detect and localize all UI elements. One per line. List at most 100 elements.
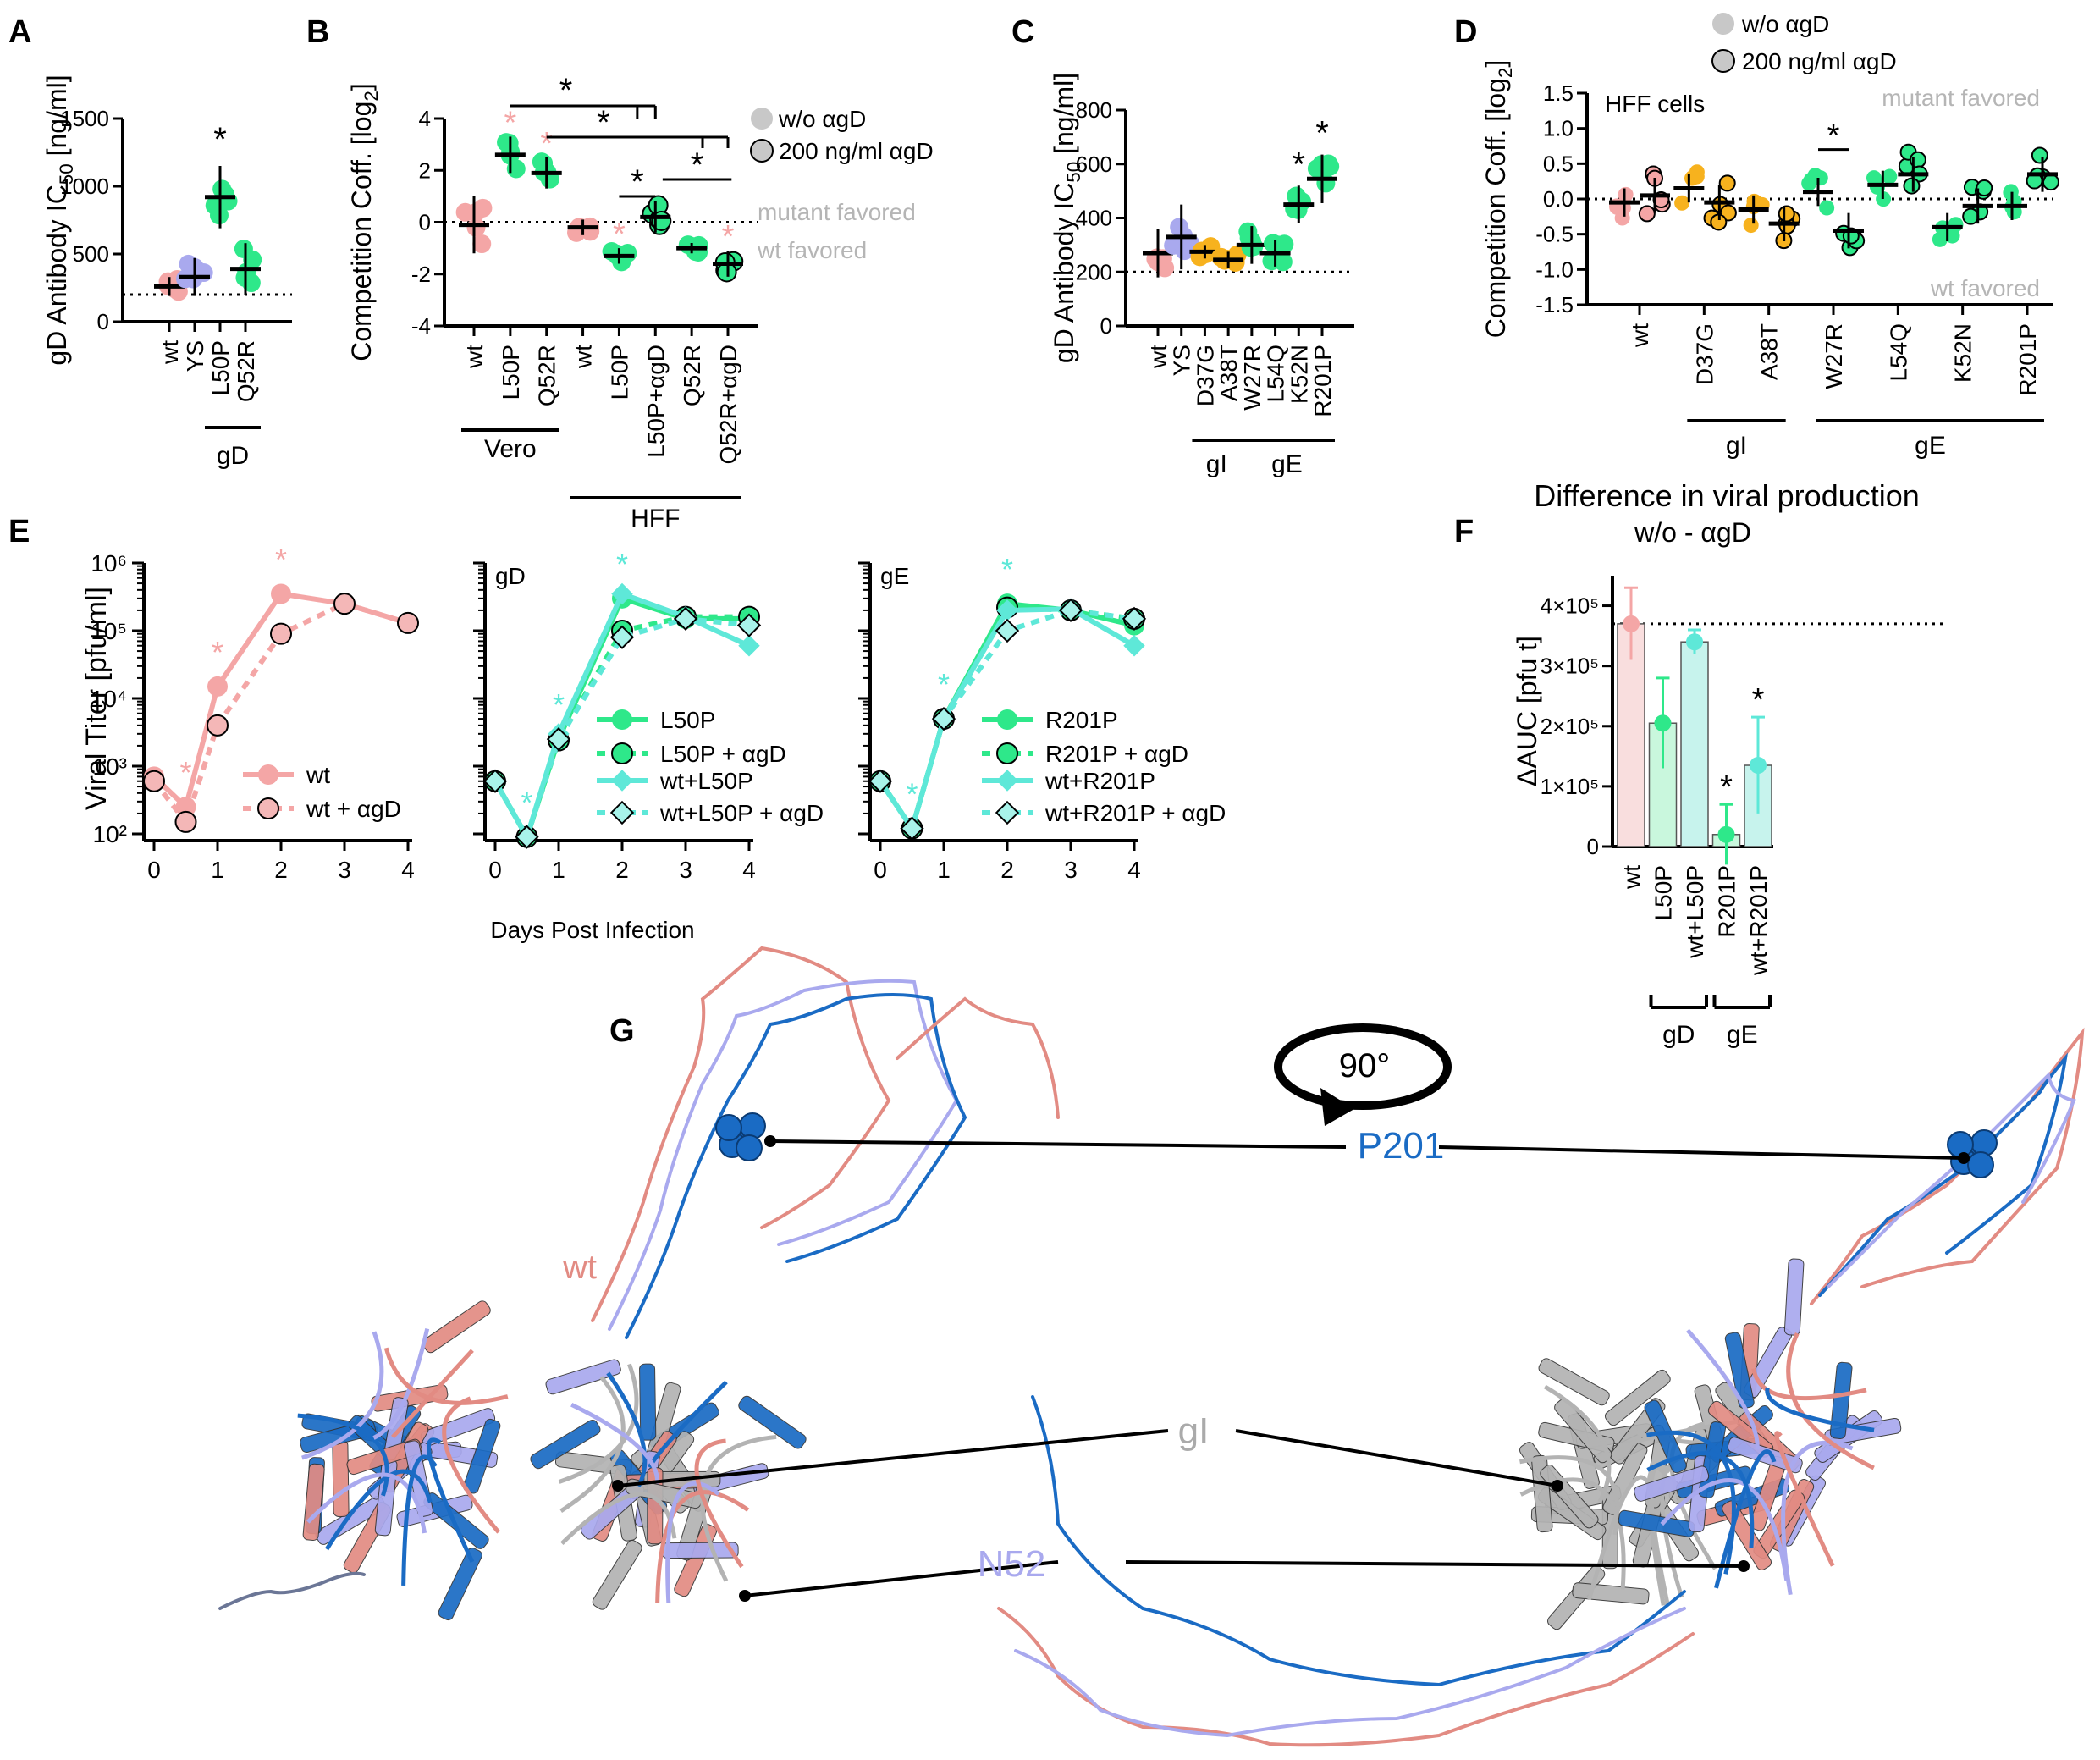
x-tick-label: 2 xyxy=(1000,857,1014,883)
beta-strand xyxy=(530,1419,601,1470)
legend-label: wt+L50P xyxy=(659,768,753,794)
bracket-star: * xyxy=(631,163,644,201)
bracket-star: * xyxy=(597,104,610,141)
y-axis-title: ΔAUC [pfu t] xyxy=(1512,636,1542,786)
series-marker xyxy=(143,770,165,792)
x-tick-label: R201P xyxy=(1714,865,1740,938)
group-label: gE xyxy=(1271,450,1303,478)
x-tick-label: L50P xyxy=(606,345,632,400)
coil xyxy=(1660,1478,1789,1581)
x-tick-label: Q52R xyxy=(679,345,705,406)
significance-star: * xyxy=(540,126,553,162)
data-point xyxy=(1876,191,1892,207)
callout-n52-right-dot xyxy=(1738,1560,1750,1572)
series-marker xyxy=(900,816,924,841)
y-tick-label: 10⁶ xyxy=(91,550,127,577)
callout-gi-left-dot xyxy=(612,1480,624,1492)
data-point xyxy=(1747,194,1763,210)
y-tick-label: 10⁵ xyxy=(91,618,127,644)
data-point xyxy=(472,234,492,254)
y-tick-label: 400 xyxy=(1076,206,1112,231)
series-marker xyxy=(270,622,292,645)
legend-marker xyxy=(258,764,278,785)
legend-label: wt + αgD xyxy=(306,796,401,822)
y-tick-label: 0 xyxy=(97,309,109,334)
bar-point xyxy=(1686,633,1703,651)
coil xyxy=(1543,1384,1612,1503)
data-point xyxy=(1743,218,1759,234)
bar xyxy=(1617,623,1645,847)
x-tick-label: YS xyxy=(1169,345,1195,376)
x-tick-label: wt+L50P xyxy=(1682,865,1708,959)
x-tick-label: 1 xyxy=(937,857,951,883)
y-tick-label: 1000 xyxy=(60,174,109,199)
group-label: HFF xyxy=(631,505,680,532)
significance-star: * xyxy=(1315,115,1329,152)
significance-star: * xyxy=(1720,770,1733,805)
x-tick-label: Q52R+αgD xyxy=(715,345,741,464)
subplot-label: gD xyxy=(495,563,526,589)
panel-letter-C: C xyxy=(1011,14,1034,50)
rotation-arrowhead xyxy=(1320,1088,1354,1126)
x-tick-label: Q52R xyxy=(233,340,259,402)
y-axis-title: gD Antibody IC50 [ng/ml] xyxy=(1049,73,1084,363)
legend-label: wt+R201P + αgD xyxy=(1044,800,1226,826)
coil xyxy=(1774,1431,1835,1567)
chart-title: HFF cells xyxy=(1605,91,1705,117)
coil xyxy=(401,1454,438,1586)
data-point xyxy=(1638,205,1656,223)
coil xyxy=(442,1396,501,1534)
p201-sphere xyxy=(739,1112,766,1139)
significance-star: * xyxy=(1292,146,1305,183)
y-tick-label: 2×10⁵ xyxy=(1541,714,1599,739)
bar-point xyxy=(1750,757,1767,774)
x-tick-label: 4 xyxy=(401,857,415,883)
y-tick-label: 500 xyxy=(73,241,109,267)
y-axis-title: gD Antibody IC50 [ng/ml] xyxy=(41,74,77,365)
legend-marker-with xyxy=(750,139,774,163)
data-point xyxy=(1882,168,1898,185)
domain-right-gi xyxy=(1519,1358,1768,1630)
legend-marker-without xyxy=(1712,13,1734,35)
callout-p201-left-dot xyxy=(764,1135,776,1147)
x-tick-label: L54Q xyxy=(1885,323,1911,382)
tail-salmon xyxy=(997,1607,1695,1747)
significance-star: * xyxy=(1827,119,1840,154)
x-tick-label: 0 xyxy=(147,857,161,883)
significance-star: * xyxy=(212,635,223,670)
data-point xyxy=(243,250,262,269)
y-tick-label: -1.0 xyxy=(1535,257,1574,282)
x-tick-label: R201P xyxy=(2015,323,2041,396)
y-tick-label: -4 xyxy=(411,313,431,339)
annotation-mutant-favored: mutant favored xyxy=(758,199,916,225)
series-marker xyxy=(482,769,508,793)
coil xyxy=(306,1472,427,1534)
group-label: gD xyxy=(217,442,249,470)
data-point xyxy=(194,263,213,283)
data-point xyxy=(1778,205,1795,223)
data-point xyxy=(1684,169,1700,185)
x-tick-label: 3 xyxy=(338,857,351,883)
beta-strand xyxy=(1829,1361,1853,1439)
data-point xyxy=(1962,207,1980,225)
legend-label: L50P + αgD xyxy=(660,741,786,767)
y-tick-label: 4 xyxy=(419,106,431,131)
panel-letter-B: B xyxy=(306,14,329,50)
bar-point xyxy=(1623,615,1640,632)
n52-label: N52 xyxy=(978,1543,1046,1585)
beta-strand xyxy=(438,1548,482,1621)
y-tick-label: 10³ xyxy=(93,753,127,780)
y-tick-label: 1500 xyxy=(60,106,109,131)
p201-sphere xyxy=(715,1114,742,1141)
annotation-mutant-favored: mutant favored xyxy=(1882,85,2040,111)
gi-label: gI xyxy=(1178,1410,1210,1452)
y-tick-label: 0 xyxy=(1587,834,1599,859)
coil xyxy=(665,1481,720,1603)
significance-star: * xyxy=(1752,682,1765,718)
callout-gi-right xyxy=(1235,1429,1558,1487)
x-tick-label: 4 xyxy=(742,857,756,883)
series-marker xyxy=(546,727,571,752)
series-marker xyxy=(397,611,419,634)
series-marker xyxy=(207,676,228,697)
